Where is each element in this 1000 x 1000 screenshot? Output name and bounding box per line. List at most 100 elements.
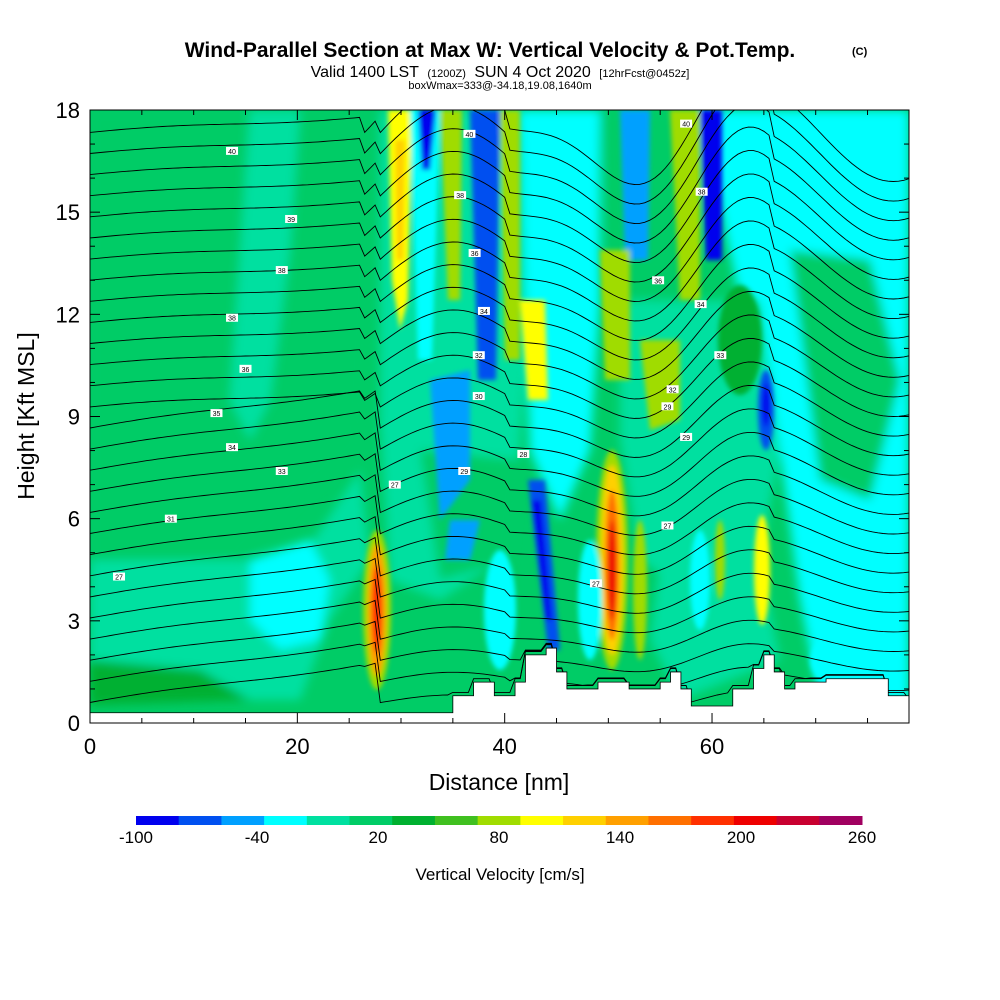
isentrope-line bbox=[90, 110, 909, 185]
isentrope-label-bg bbox=[468, 249, 481, 258]
isentrope-label-bg bbox=[666, 385, 679, 394]
isentrope-line bbox=[90, 338, 909, 419]
isentrope-label-text: 38 bbox=[278, 268, 286, 275]
isentrope-label: 32 bbox=[666, 385, 679, 394]
colorbar-swatch bbox=[819, 816, 863, 825]
isentrope-line bbox=[90, 150, 909, 263]
subtitle-forecast: [12hrFcst@0452z] bbox=[599, 68, 689, 80]
isentrope-label: 35 bbox=[210, 409, 223, 418]
colorbar-tick-label: 140 bbox=[606, 828, 634, 847]
x-tick-label: 60 bbox=[700, 734, 724, 759]
y-tick-label: 6 bbox=[68, 507, 80, 532]
isentrope-line bbox=[90, 314, 909, 400]
isentrope-label-bg bbox=[210, 409, 223, 418]
isentrope-line bbox=[90, 536, 909, 595]
isentrope-label: 29 bbox=[661, 402, 674, 411]
isentrope-label-text: 33 bbox=[278, 469, 286, 476]
isentrope-line bbox=[90, 557, 909, 614]
colorbar-swatch bbox=[648, 816, 692, 825]
y-tick-label: 12 bbox=[56, 302, 80, 327]
colorbar-tick-label: 260 bbox=[848, 828, 876, 847]
isentrope-label: 27 bbox=[388, 480, 401, 490]
isentrope-label-bg bbox=[164, 514, 177, 523]
colorbar-swatch bbox=[221, 816, 265, 825]
isentrope-label-text: 38 bbox=[456, 193, 464, 200]
colorbar-swatch bbox=[520, 816, 564, 825]
isentrope-label-text: 32 bbox=[475, 353, 483, 360]
isentrope-line bbox=[90, 620, 909, 673]
isentrope-label-text: 33 bbox=[716, 353, 724, 360]
isentrope-label-bg bbox=[472, 392, 485, 401]
terrain bbox=[90, 647, 909, 723]
isentrope-label-text: 27 bbox=[391, 483, 399, 490]
isentrope-line bbox=[90, 494, 909, 556]
colorbar-swatch bbox=[733, 816, 778, 825]
isentrope-label-bg bbox=[226, 313, 239, 322]
isentrope-label-bg bbox=[517, 449, 530, 458]
isentrope-label-bg bbox=[472, 351, 485, 360]
colorbar-swatch bbox=[477, 816, 521, 825]
colorbar-swatch bbox=[392, 816, 436, 825]
colorbar-swatch bbox=[306, 816, 351, 825]
isentrope-label: 38 bbox=[226, 313, 239, 323]
y-tick-label: 18 bbox=[56, 98, 80, 123]
isentrope-contours bbox=[90, 110, 909, 704]
subtitle-date: SUN 4 Oct 2020 bbox=[474, 64, 591, 81]
isentrope-label: 34 bbox=[226, 443, 239, 452]
isentrope-label: 40 bbox=[463, 129, 476, 139]
isentrope-line bbox=[90, 220, 909, 322]
isentrope-label-bg bbox=[275, 266, 288, 275]
isentrope-label-text: 38 bbox=[698, 190, 706, 197]
isentrope-label: 32 bbox=[472, 351, 485, 360]
isentrope-label-bg bbox=[113, 572, 126, 581]
subtitle-box: boxWmax=333@-34.18,19.08,1640m bbox=[408, 80, 591, 92]
isentrope-label-text: 36 bbox=[654, 278, 662, 285]
isentrope-line bbox=[90, 408, 909, 478]
isentrope-label: 27 bbox=[589, 579, 602, 588]
isentrope-label: 29 bbox=[680, 432, 693, 442]
isentrope-label-text: 29 bbox=[682, 435, 690, 442]
isentrope-label-bg bbox=[388, 480, 401, 489]
isentrope-label-text: 40 bbox=[682, 122, 690, 129]
chart-subtitle: Valid 1400 LST (1200Z) SUN 4 Oct 2020 [1… bbox=[311, 64, 690, 81]
y-tick-label: 9 bbox=[68, 405, 80, 430]
isentrope-labels: 27 31 33 34 35 36 38 38 39 40 27 29 30 32 34 36 38 40 28 27… bbox=[113, 119, 727, 588]
isentrope-label-bg bbox=[680, 119, 693, 128]
chart-title: Wind-Parallel Section at Max W: Vertical… bbox=[185, 39, 796, 62]
isentrope-label-bg bbox=[285, 214, 298, 223]
colorbar-swatch bbox=[434, 816, 479, 825]
colorbar-swatch bbox=[264, 816, 308, 825]
colorbar-swatch bbox=[136, 816, 180, 825]
isentrope-line bbox=[90, 384, 909, 458]
isentrope-label-text: 30 bbox=[475, 394, 483, 401]
isentrope-label-text: 27 bbox=[115, 575, 123, 582]
isentrope-label-bg bbox=[694, 300, 707, 309]
isentrope-line bbox=[90, 110, 909, 205]
isentrope-label: 38 bbox=[275, 266, 288, 275]
colorbar bbox=[136, 816, 863, 825]
isentrope-label-text: 38 bbox=[228, 316, 236, 323]
isentrope-label-text: 36 bbox=[471, 251, 479, 258]
isentrope-label: 31 bbox=[164, 514, 177, 524]
isentrope-label: 33 bbox=[714, 351, 727, 360]
isentrope-line bbox=[90, 578, 909, 634]
isentrope-label: 33 bbox=[275, 466, 288, 476]
y-tick-label: 0 bbox=[68, 711, 80, 736]
isentrope-label-bg bbox=[454, 191, 467, 200]
isentrope-label-bg bbox=[680, 432, 693, 441]
isentrope-label: 29 bbox=[458, 466, 471, 476]
isentrope-label: 39 bbox=[285, 214, 298, 224]
isentrope-line bbox=[90, 453, 909, 517]
isentrope-label: 36 bbox=[652, 276, 665, 285]
isentrope-label: 34 bbox=[477, 306, 490, 316]
isentrope-label-bg bbox=[458, 466, 471, 475]
isentrope-label-text: 27 bbox=[592, 581, 600, 588]
isentrope-line bbox=[90, 516, 909, 575]
isentrope-label-text: 39 bbox=[287, 217, 295, 224]
isentrope-label-bg bbox=[226, 443, 239, 452]
colorbar-tick-label: 80 bbox=[490, 828, 509, 847]
colorbar-swatch bbox=[691, 816, 735, 825]
isentrope-label: 30 bbox=[472, 392, 485, 401]
colorbar-tick-label: -40 bbox=[245, 828, 270, 847]
